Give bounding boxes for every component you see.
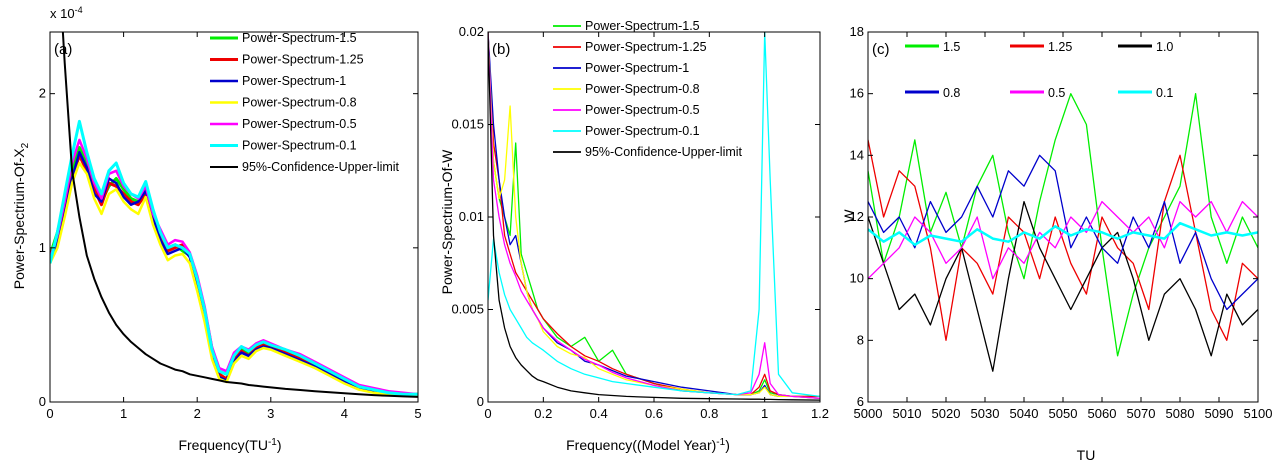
series-line-2 — [868, 139, 1258, 341]
legend-entry: Power-Spectrum-1 — [242, 74, 346, 88]
y-tick-label: 0.02 — [459, 24, 484, 39]
panel-a-xlabel: Frequency(TU-1) — [178, 437, 281, 453]
legend-entry: 0.1 — [1156, 86, 1173, 100]
panel-b-xlabel: Frequency((Model Year)-1) — [566, 437, 730, 453]
panel-a: x 10-4 Power-Spectrium-Of-X2 Frequency(T… — [11, 5, 422, 453]
legend-entry: Power-Spectrum-1 — [585, 61, 689, 75]
x-tick-label: 5 — [414, 406, 421, 421]
legend-entry: Power-Spectrum-1.25 — [585, 40, 707, 54]
series-line-6 — [868, 221, 1258, 247]
series-line-6 — [488, 32, 820, 398]
series-line-1 — [868, 93, 1258, 357]
series-line-1 — [488, 32, 820, 398]
x-tick-label: 0.6 — [645, 406, 663, 421]
legend: Power-Spectrum-1.5 Power-Spectrum-1.25 Pow… — [553, 19, 743, 159]
legend-entry: Power-Spectrum-1.5 — [242, 31, 357, 45]
panel-b-plot: 0 0.2 0.4 0.6 0.8 1 1.2 0 0.005 0.01 0.015 0.02 (b) P… — [451, 19, 829, 421]
y-tick-label: 2 — [39, 86, 46, 101]
series-line-4 — [868, 154, 1258, 311]
legend-entry: Power-Spectrum-0.8 — [585, 82, 700, 96]
panel-c-plot: 5000 5010 5020 5030 5040 5050 5060 5070 5080 5090… — [850, 24, 1273, 421]
y-tick-label: 1 — [39, 240, 46, 255]
legend-entry: Power-Spectrum-1.5 — [585, 19, 700, 33]
legend: 1.5 1.25 1.0 0.8 0.5 0.1 — [905, 40, 1173, 100]
series-line-7 — [488, 32, 820, 401]
x-tick-label: 5010 — [893, 406, 922, 421]
legend-entry: Power-Spectrum-1.25 — [242, 53, 364, 67]
x-tick-label: 5070 — [1127, 406, 1156, 421]
x-tick-label: 5050 — [1049, 406, 1078, 421]
x-tick-label: 5000 — [854, 406, 883, 421]
legend-entry: 95%-Confidence-Upper-limit — [585, 145, 743, 159]
panel-label: (c) — [872, 41, 890, 58]
legend-entry: Power-Spectrum-0.8 — [242, 96, 357, 110]
x-tick-label: 1 — [761, 406, 768, 421]
legend-entry: Power-Spectrum-0.1 — [242, 139, 357, 153]
legend-entry: 0.8 — [943, 86, 960, 100]
x-tick-label: 0.8 — [700, 406, 718, 421]
panel-a-plot: 0 1 2 3 4 5012(a)Power-Spectrum-1.5Power-Spec… — [39, 31, 422, 421]
y-tick-label: 0.015 — [451, 117, 484, 132]
series-line-5 — [488, 32, 820, 399]
x-tick-label: 5060 — [1088, 406, 1117, 421]
panel-b: Power-Spectrium-Of-W Frequency((Model Ye… — [439, 19, 829, 453]
panel-a-ylabel: Power-Spectrium-Of-X2 — [11, 142, 31, 289]
panel-a-exponent: x 10-4 — [50, 5, 83, 21]
series-line-3 — [868, 200, 1258, 372]
legend-entry: 1.5 — [943, 40, 960, 54]
panel-label: (b) — [492, 41, 510, 58]
panel-c: W TU 5000 5010 5020 5030 5040 5050 5060 5070 508… — [841, 24, 1272, 463]
legend-entry: 1.25 — [1048, 40, 1072, 54]
y-tick-label: 16 — [850, 86, 864, 101]
x-tick-label: 5090 — [1205, 406, 1234, 421]
y-tick-label: 8 — [857, 332, 864, 347]
legend-entry: 1.0 — [1156, 40, 1173, 54]
x-tick-label: 5100 — [1244, 406, 1273, 421]
x-tick-label: 5080 — [1166, 406, 1195, 421]
legend-entry: Power-Spectrum-0.5 — [242, 117, 357, 131]
x-tick-label: 5040 — [1010, 406, 1039, 421]
legend-entry: 95%-Confidence-Upper-limit — [242, 160, 400, 174]
panel-label: (a) — [54, 41, 72, 58]
legend-entry: Power-Spectrum-0.5 — [585, 103, 700, 117]
series-line-6 — [50, 119, 418, 396]
y-tick-label: 0 — [477, 394, 484, 409]
x-tick-label: 5030 — [971, 406, 1000, 421]
legend-entry: Power-Spectrum-0.1 — [585, 124, 700, 138]
y-tick-label: 0 — [39, 394, 46, 409]
x-tick-label: 1.2 — [811, 406, 829, 421]
legend-entry: 0.5 — [1048, 86, 1065, 100]
x-tick-label: 5020 — [932, 406, 961, 421]
series-line-4 — [50, 161, 418, 398]
y-tick-label: 14 — [850, 147, 864, 162]
series-line-2 — [488, 32, 820, 398]
panel-c-ylabel: W — [841, 209, 857, 223]
x-tick-label: 1 — [120, 406, 127, 421]
x-tick-label: 0 — [46, 406, 53, 421]
panel-b-ylabel: Power-Spectrium-Of-W — [439, 149, 455, 294]
x-tick-label: 2 — [194, 406, 201, 421]
y-tick-label: 18 — [850, 24, 864, 39]
series-line-4 — [488, 32, 820, 399]
x-tick-label: 4 — [341, 406, 348, 421]
y-tick-label: 10 — [850, 271, 864, 286]
x-tick-label: 0.4 — [590, 406, 608, 421]
y-tick-label: 0.01 — [459, 209, 484, 224]
y-tick-label: 0.005 — [451, 302, 484, 317]
y-tick-label: 12 — [850, 209, 864, 224]
y-tick-label: 6 — [857, 394, 864, 409]
series-line-5 — [868, 200, 1258, 280]
x-tick-label: 0.2 — [534, 406, 552, 421]
panel-c-xlabel: TU — [1077, 447, 1096, 463]
x-tick-label: 3 — [267, 406, 274, 421]
legend: Power-Spectrum-1.5 Power-Spectrum-1.25 Pow… — [210, 31, 400, 174]
x-tick-label: 0 — [484, 406, 491, 421]
series-line-7 — [61, 32, 418, 398]
